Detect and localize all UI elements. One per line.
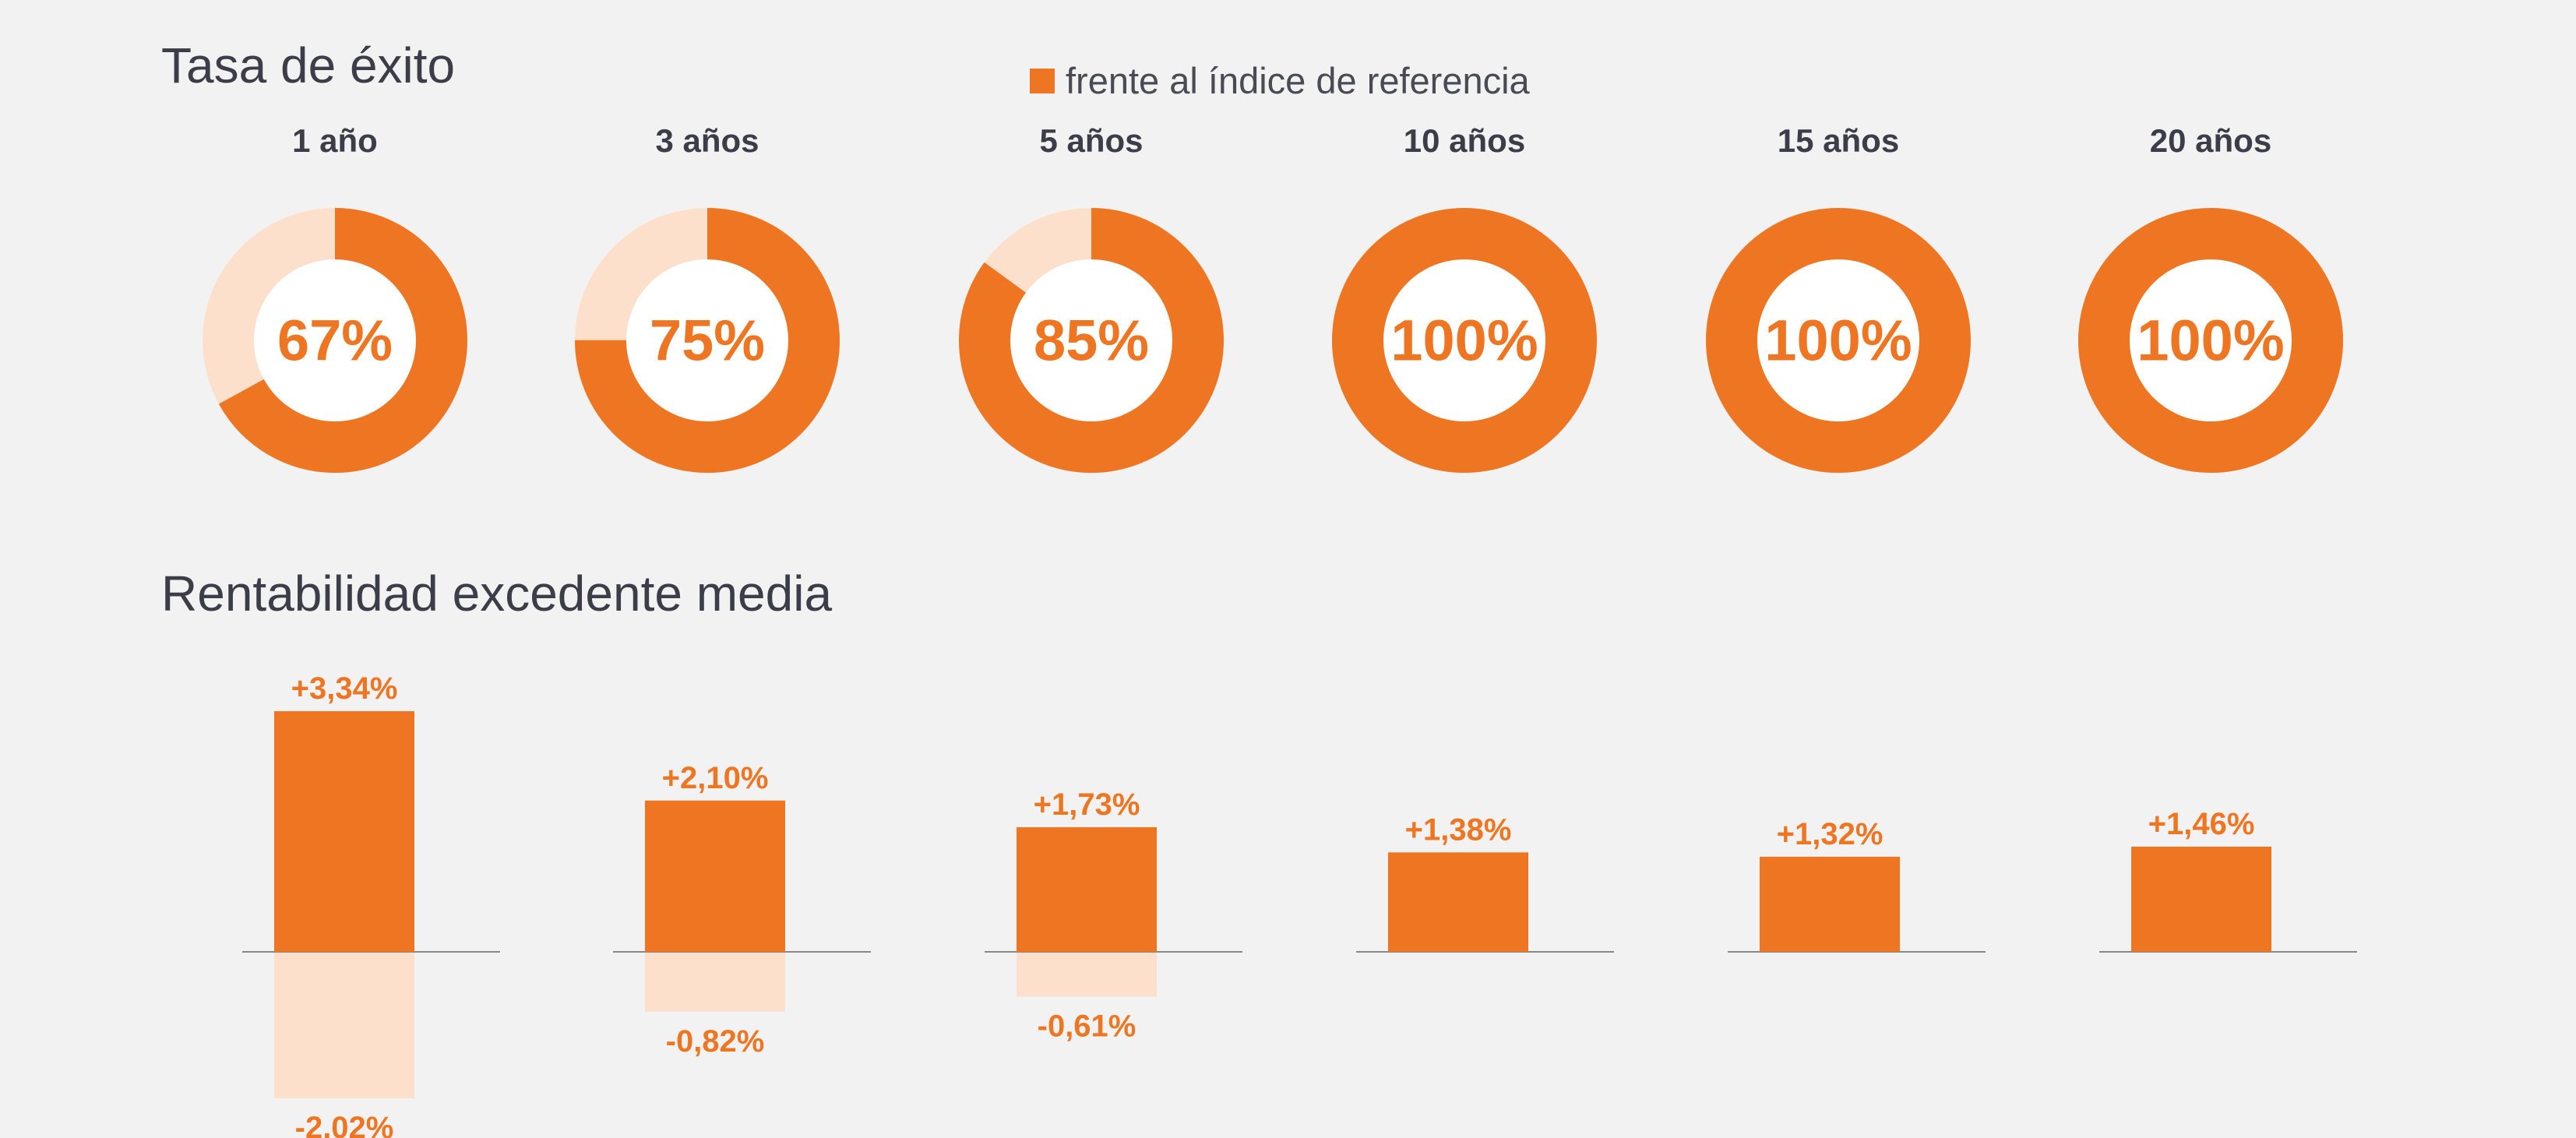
- bar-positive: [1017, 826, 1157, 952]
- donut-value-label: 100%: [1764, 308, 1912, 373]
- legend-label: frente al índice de referencia: [1066, 60, 1530, 101]
- donut-value-label: 85%: [1034, 308, 1149, 373]
- success-rate-donut-chart: 67% 75% 85% 100% 100% 100%: [203, 208, 2343, 473]
- donut-slice: [575, 208, 840, 473]
- bar-negative: [645, 953, 785, 1012]
- donut-value-label: 100%: [1390, 308, 1538, 373]
- bar-positive-label: +2,10%: [662, 761, 769, 795]
- donut-value-label: 75%: [650, 308, 765, 373]
- bar-positive: [1388, 852, 1528, 952]
- bar-negative-label: -0,61%: [1038, 1009, 1136, 1043]
- donut-slice: [959, 208, 1224, 473]
- donut-slice: [2078, 208, 2343, 473]
- period-label-10y: 10 años: [1403, 122, 1526, 159]
- donut-slice: [203, 208, 467, 473]
- bar-negative-label: -0,82%: [666, 1024, 765, 1059]
- period-label-1y: 1 año: [292, 122, 378, 159]
- bar-positive-label: +3,34%: [291, 671, 398, 706]
- bar-positive: [645, 800, 785, 952]
- period-label-5y: 5 años: [1039, 122, 1144, 159]
- donut-slice: [1332, 208, 1597, 473]
- bar-positive-label: +1,32%: [1777, 817, 1884, 851]
- bar-positive: [2131, 846, 2271, 952]
- donut-value-label: 67%: [277, 308, 393, 373]
- bar-negative-label: -2,02%: [295, 1111, 394, 1138]
- bar-negative: [274, 953, 414, 1098]
- bar-positive-label: +1,73%: [1034, 787, 1140, 822]
- legend-swatch: [1030, 68, 1055, 93]
- period-label-15y: 15 años: [1777, 122, 1900, 159]
- excess-return-title: Rentabilidad excedente media: [161, 565, 833, 622]
- legend: frente al índice de referencia: [1030, 62, 1530, 99]
- donut-slice: [1706, 208, 1971, 473]
- success-rate-title: Tasa de éxito: [161, 37, 456, 93]
- bar-positive-label: +1,38%: [1405, 812, 1512, 847]
- period-label-20y: 20 años: [2149, 122, 2272, 159]
- bar-positive: [274, 711, 414, 952]
- bar-positive: [1760, 856, 1900, 952]
- period-label-3y: 3 años: [655, 122, 759, 159]
- bar-negative: [1017, 953, 1157, 997]
- bar-positive-label: +1,46%: [2148, 807, 2255, 841]
- donut-value-label: 100%: [2137, 308, 2284, 373]
